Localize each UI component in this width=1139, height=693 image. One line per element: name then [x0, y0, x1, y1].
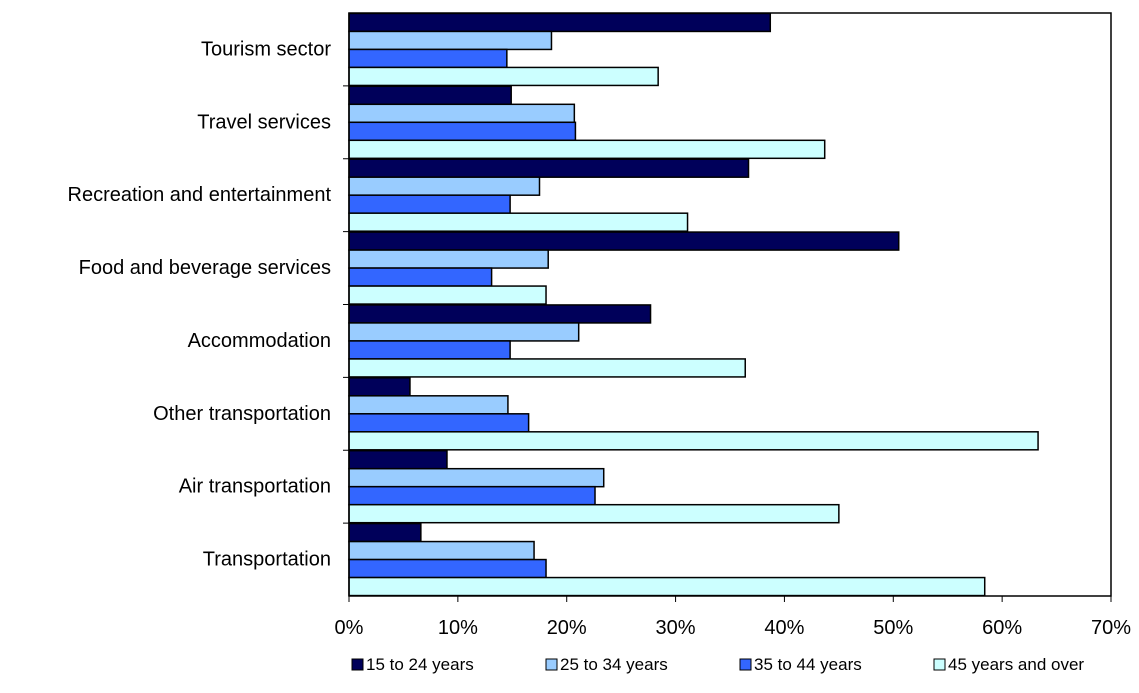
category-label-other-transportation: Other transportation: [153, 403, 331, 425]
bar-other-transportation-35-to-44-years: [348, 413, 530, 433]
x-axis: 0% 10% 20% 30% 40% 50% 60% 70%: [335, 85, 1131, 639]
bar-other-transportation-45-years-and-over: [348, 431, 1039, 451]
category-label-recreation-and-entertainment: Recreation and entertainment: [68, 184, 332, 206]
legend-swatch-45-years-and-over: [933, 658, 946, 671]
category-label-accommodation: Accommodation: [188, 330, 331, 352]
category-label-food-and-beverage-services: Food and beverage services: [79, 257, 331, 279]
legend-label-15-to-24-years: 15 to 24 years: [366, 655, 474, 674]
x-tick-label: 30%: [656, 617, 696, 639]
bar-recreation-and-entertainment-25-to-34-years: [348, 176, 541, 196]
category-labels: Tourism sector Travel services Recreation …: [68, 38, 332, 570]
x-tick-label: 50%: [873, 617, 913, 639]
bar-other-transportation-15-to-24-years: [348, 377, 411, 397]
bar-transportation-25-to-34-years: [348, 540, 535, 561]
x-tick-label: 70%: [1091, 617, 1131, 639]
bar-recreation-and-entertainment-35-to-44-years: [348, 194, 511, 214]
bar-air-transportation-25-to-34-years: [348, 467, 605, 488]
bar-travel-services-25-to-34-years: [348, 103, 576, 124]
bar-air-transportation-45-years-and-over: [348, 503, 840, 524]
bar-travel-services-35-to-44-years: [348, 121, 577, 142]
bar-air-transportation-15-to-24-years: [348, 449, 448, 470]
category-label-tourism-sector: Tourism sector: [201, 38, 331, 60]
bar-tourism-sector-35-to-44-years: [348, 48, 508, 69]
bar-accommodation-45-years-and-over: [348, 358, 746, 378]
legend-label-45-years-and-over: 45 years and over: [948, 655, 1084, 674]
x-tick-label: 40%: [764, 617, 804, 639]
bar-transportation-35-to-44-years: [348, 558, 547, 579]
bar-transportation-45-years-and-over: [348, 576, 986, 597]
bar-recreation-and-entertainment-45-years-and-over: [348, 212, 689, 232]
legend-swatch-35-to-44-years: [739, 658, 752, 671]
bar-tourism-sector-25-to-34-years: [348, 30, 553, 51]
bar-food-and-beverage-services-15-to-24-years: [348, 231, 900, 251]
legend: 15 to 24 years 25 to 34 years 35 to 44 yea…: [351, 655, 1084, 674]
legend-swatch-25-to-34-years: [545, 658, 558, 671]
legend-label-25-to-34-years: 25 to 34 years: [560, 655, 668, 674]
x-tick-label: 0%: [335, 617, 364, 639]
plot-frame: [348, 12, 1112, 597]
bar-tourism-sector-15-to-24-years: [348, 12, 772, 33]
x-tick-label: 20%: [547, 617, 587, 639]
x-tick-label: 10%: [438, 617, 478, 639]
bar-air-transportation-35-to-44-years: [348, 485, 596, 506]
bar-other-transportation-25-to-34-years: [348, 395, 509, 415]
x-tick-label: 60%: [982, 617, 1022, 639]
bar-travel-services-15-to-24-years: [348, 85, 512, 106]
bar-recreation-and-entertainment-15-to-24-years: [348, 158, 750, 178]
category-label-air-transportation: Air transportation: [179, 476, 331, 498]
bar-travel-services-45-years-and-over: [348, 139, 826, 160]
category-label-travel-services: Travel services: [197, 111, 331, 133]
bar-food-and-beverage-services-45-years-and-over: [348, 285, 547, 305]
bar-tourism-sector-45-years-and-over: [348, 66, 659, 87]
bar-transportation-15-to-24-years: [348, 522, 422, 543]
legend-label-35-to-44-years: 35 to 44 years: [754, 655, 862, 674]
legend-swatch-15-to-24-years: [351, 658, 364, 671]
bar-accommodation-15-to-24-years: [348, 304, 652, 324]
bar-food-and-beverage-services-25-to-34-years: [348, 249, 549, 269]
bar-food-and-beverage-services-35-to-44-years: [348, 267, 493, 287]
category-label-transportation: Transportation: [203, 549, 331, 571]
bars-layer: [348, 12, 1039, 597]
bar-accommodation-35-to-44-years: [348, 340, 511, 360]
bar-accommodation-25-to-34-years: [348, 322, 580, 342]
